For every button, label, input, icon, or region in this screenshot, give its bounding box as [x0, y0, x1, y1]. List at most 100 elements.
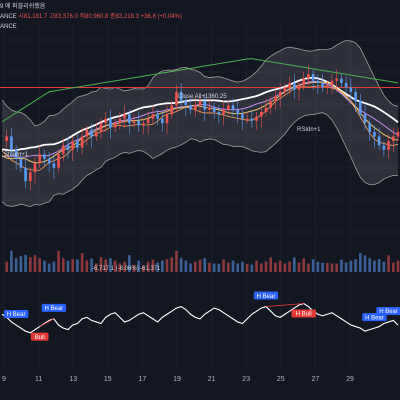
candle-body — [250, 118, 254, 121]
volume-bar — [189, 263, 192, 272]
candle-body — [170, 105, 174, 115]
candle-body — [368, 123, 372, 133]
volume-bar — [179, 258, 183, 272]
low-value: 저80,960.8 — [79, 14, 109, 20]
candle-body — [231, 105, 235, 110]
volume-bar — [57, 250, 60, 272]
candle-body — [278, 91, 282, 97]
volume-bar — [19, 256, 23, 272]
candle-body — [137, 120, 141, 126]
candle-body — [340, 78, 343, 83]
volume-bar — [382, 261, 386, 272]
candle-body — [175, 91, 178, 106]
candle-body — [377, 136, 381, 146]
divergence-line — [39, 318, 55, 327]
candle-body — [236, 109, 240, 115]
signal-badge — [3, 310, 29, 319]
volume-bar — [47, 263, 51, 272]
volume-bar — [250, 264, 254, 272]
volume-bar — [43, 260, 46, 272]
candle-body — [19, 158, 23, 168]
candle-body — [387, 140, 390, 150]
candle-body — [165, 114, 169, 124]
chart-title: 9 에 퍼블리쉬했음 — [0, 4, 46, 10]
candle-body — [151, 114, 155, 119]
volume-bar — [325, 262, 329, 272]
candle-body — [123, 114, 126, 119]
volume-bar — [222, 259, 225, 272]
candle-body — [33, 163, 37, 173]
candle-body — [118, 118, 122, 124]
candle-body — [283, 87, 287, 92]
exchange-label: ANCE — [0, 14, 17, 20]
candle-body — [80, 136, 84, 148]
candle-body — [14, 149, 18, 159]
candle-body — [302, 78, 306, 86]
signal-badge — [30, 332, 49, 341]
x-tick-label: 17 — [139, 376, 147, 383]
candle-body — [109, 118, 112, 128]
x-tick-label: 15 — [104, 376, 112, 383]
candle-body — [264, 107, 268, 112]
volume-bar — [311, 259, 315, 272]
signal-badge-label: H Bull — [296, 312, 312, 318]
volume-bar — [132, 264, 136, 272]
volume-bar — [349, 260, 353, 272]
candle-body — [189, 105, 192, 110]
x-tick-label: 23 — [242, 376, 250, 383]
volume-bar — [344, 262, 348, 272]
ohlc-readout: ANCE 시81,181.7 고83,376.0 저80,960.8 종83,2… — [0, 11, 182, 20]
volume-bar — [146, 261, 150, 272]
overlay-label: ANCE — [0, 24, 17, 30]
volume-bar — [274, 262, 277, 272]
candle-body — [274, 96, 277, 101]
signal-badge-label: H Bear — [257, 294, 276, 300]
short-label: Shadn+1 — [4, 152, 29, 158]
candle-body — [5, 136, 9, 141]
candle-body — [226, 105, 230, 110]
candle-body — [292, 82, 296, 90]
signal-badge — [376, 306, 400, 315]
candle-body — [321, 82, 324, 88]
candle-body — [43, 154, 46, 159]
volume-readout-a: -6,717.1 (-8.06%) — [92, 266, 139, 272]
volume-bar — [354, 259, 357, 272]
signal-badge — [362, 313, 387, 322]
signal-badge-label: H Bear — [379, 309, 398, 315]
volume-bar — [170, 257, 174, 272]
x-tick-label: 9 — [2, 376, 6, 383]
candle-body — [94, 132, 98, 137]
volume-bar — [66, 260, 70, 272]
candle-body — [193, 105, 197, 110]
candle-body — [330, 80, 334, 86]
candle-body — [354, 91, 357, 101]
candle-body — [198, 100, 202, 106]
volume-bar — [193, 261, 197, 272]
candle-body — [396, 132, 400, 137]
volume-bar — [255, 260, 258, 272]
volume-bar — [113, 260, 117, 272]
volume-bar — [297, 262, 301, 272]
volume-bar — [387, 255, 390, 272]
volume-bar — [363, 255, 367, 272]
volume-bar — [302, 258, 306, 272]
volume-bar — [156, 262, 159, 272]
volume-bar — [198, 259, 202, 272]
candle-body — [269, 100, 273, 108]
volume-bar — [160, 260, 164, 272]
volume-bar — [127, 255, 131, 272]
candle-body — [325, 85, 329, 88]
volume-bar — [61, 258, 65, 272]
volume-bar — [118, 263, 122, 272]
volume-bar — [335, 263, 339, 272]
candle-body — [307, 74, 310, 79]
volume-bar — [288, 261, 291, 272]
volume-bar — [104, 259, 108, 272]
volume-bar — [80, 253, 84, 272]
volume-bar — [38, 258, 42, 272]
volume-bar — [330, 263, 334, 272]
candle-body — [66, 145, 70, 150]
ma-long-line — [1, 58, 399, 123]
volume-bar — [307, 263, 310, 272]
